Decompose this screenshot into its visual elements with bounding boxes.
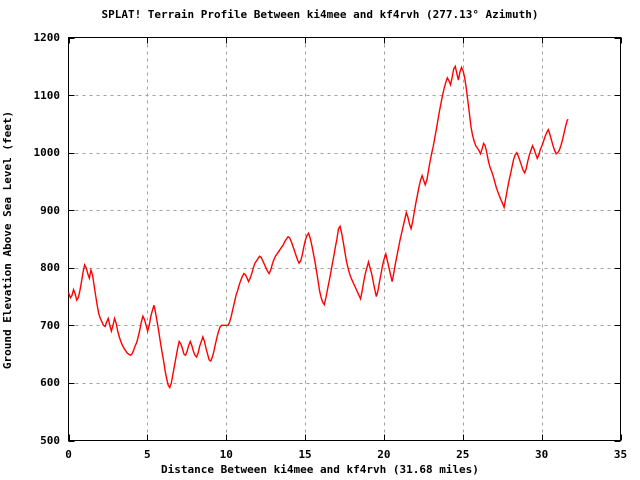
y-tick-label: 1200 bbox=[33, 31, 61, 44]
page-title: SPLAT! Terrain Profile Between ki4mee an… bbox=[101, 8, 539, 21]
y-tick-label: 500 bbox=[40, 434, 60, 447]
y-tick-label: 1100 bbox=[33, 88, 61, 102]
y-tick-label: 800 bbox=[40, 261, 60, 275]
x-tick-label: 30 bbox=[535, 447, 549, 461]
tick-marks bbox=[68, 37, 622, 442]
y-tick-label: 900 bbox=[40, 203, 60, 217]
x-tick-label: 25 bbox=[456, 447, 470, 461]
elevation-series-line bbox=[67, 64, 569, 390]
y-tick-label: 600 bbox=[40, 376, 60, 390]
x-axis-label: Distance Between ki4mee and kf4rvh (31.6… bbox=[161, 463, 479, 476]
x-tick-label: 15 bbox=[298, 447, 312, 461]
x-tick-label: 20 bbox=[377, 447, 391, 461]
x-tick-label: 35 bbox=[613, 447, 628, 461]
gridlines bbox=[68, 37, 621, 441]
x-tick-label: 5 bbox=[144, 447, 151, 461]
plot-frame bbox=[68, 37, 621, 441]
y-tick-label: 700 bbox=[40, 318, 60, 332]
x-tick-label: 0 bbox=[65, 447, 72, 461]
x-tick-label: 10 bbox=[219, 447, 233, 461]
y-tick-label: 1000 bbox=[33, 146, 61, 160]
